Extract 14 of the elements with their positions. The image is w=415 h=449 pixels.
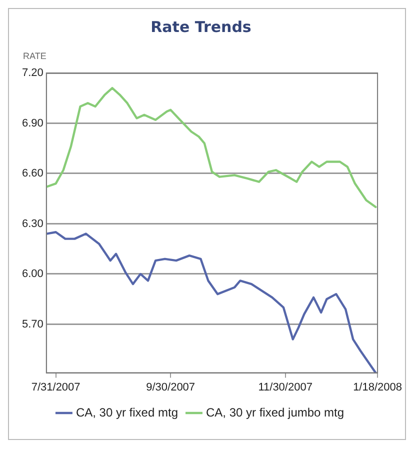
y-tick-label: 6.60	[22, 168, 44, 180]
x-tick-label: 1/18/2008	[353, 381, 402, 394]
legend-label: CA, 30 yr fixed jumbo mtg	[206, 405, 344, 420]
y-tick-label: 7.20	[22, 67, 44, 80]
legend-label: CA, 30 yr fixed mtg	[76, 405, 178, 420]
x-tick-label: 9/30/2007	[146, 381, 196, 394]
x-tick-label: 7/31/2007	[31, 381, 80, 394]
y-tick-label: 6.00	[22, 268, 44, 280]
chart-title: Rate Trends	[150, 18, 252, 36]
y-tick-label: 5.70	[22, 318, 44, 330]
x-tick-label: 11/30/2007	[258, 381, 312, 394]
y-axis-title: RATE	[23, 50, 46, 61]
y-tick-label: 6.30	[22, 218, 44, 230]
y-tick-label: 6.90	[22, 117, 44, 130]
